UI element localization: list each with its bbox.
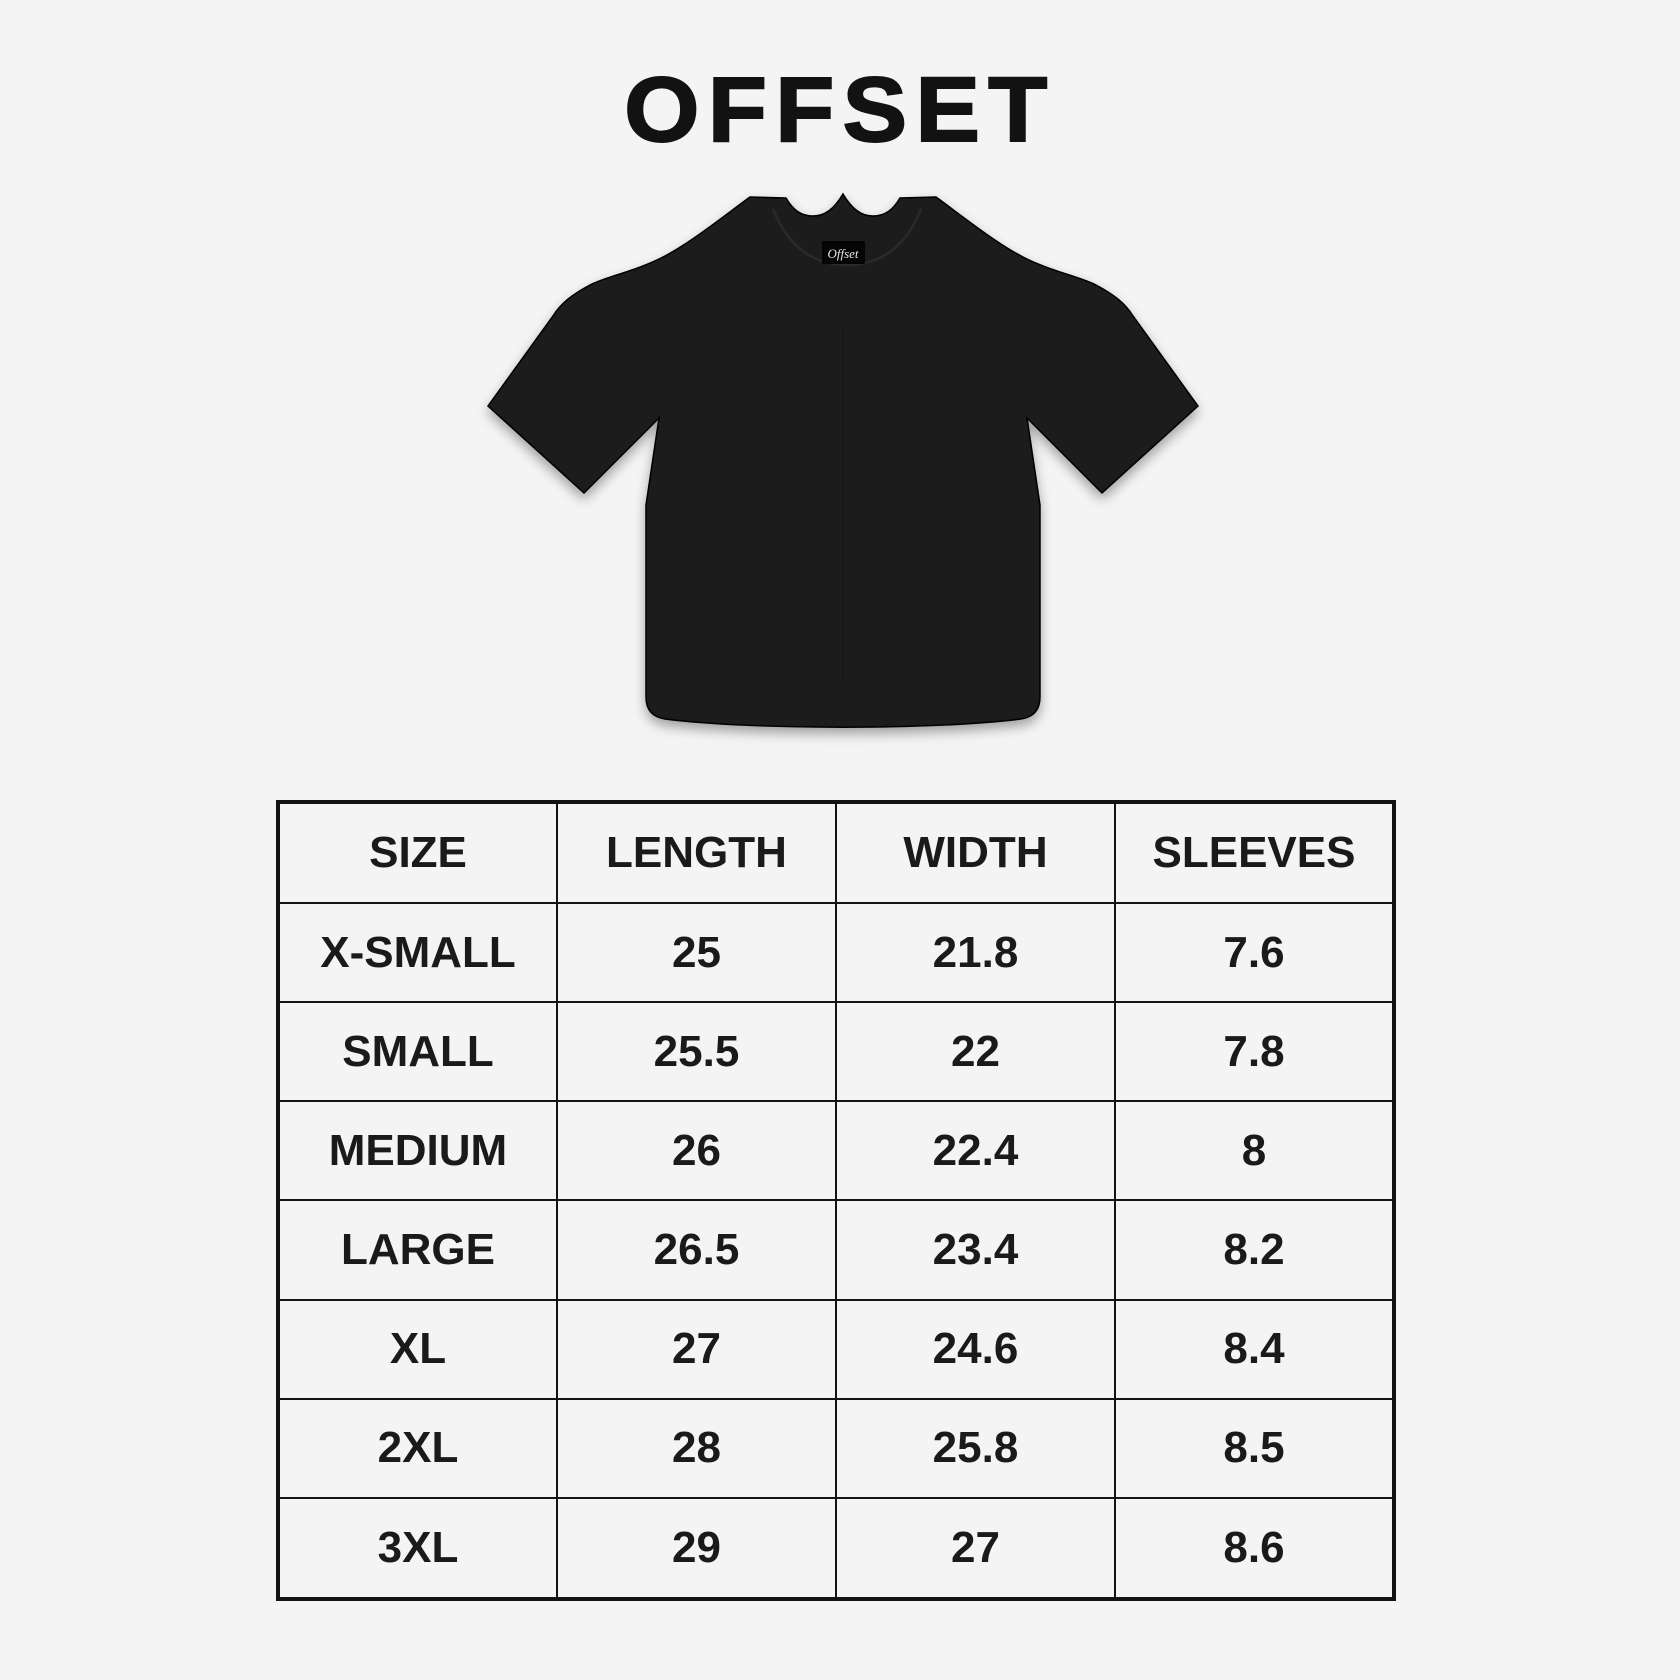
- svg-text:Offset: Offset: [827, 246, 858, 261]
